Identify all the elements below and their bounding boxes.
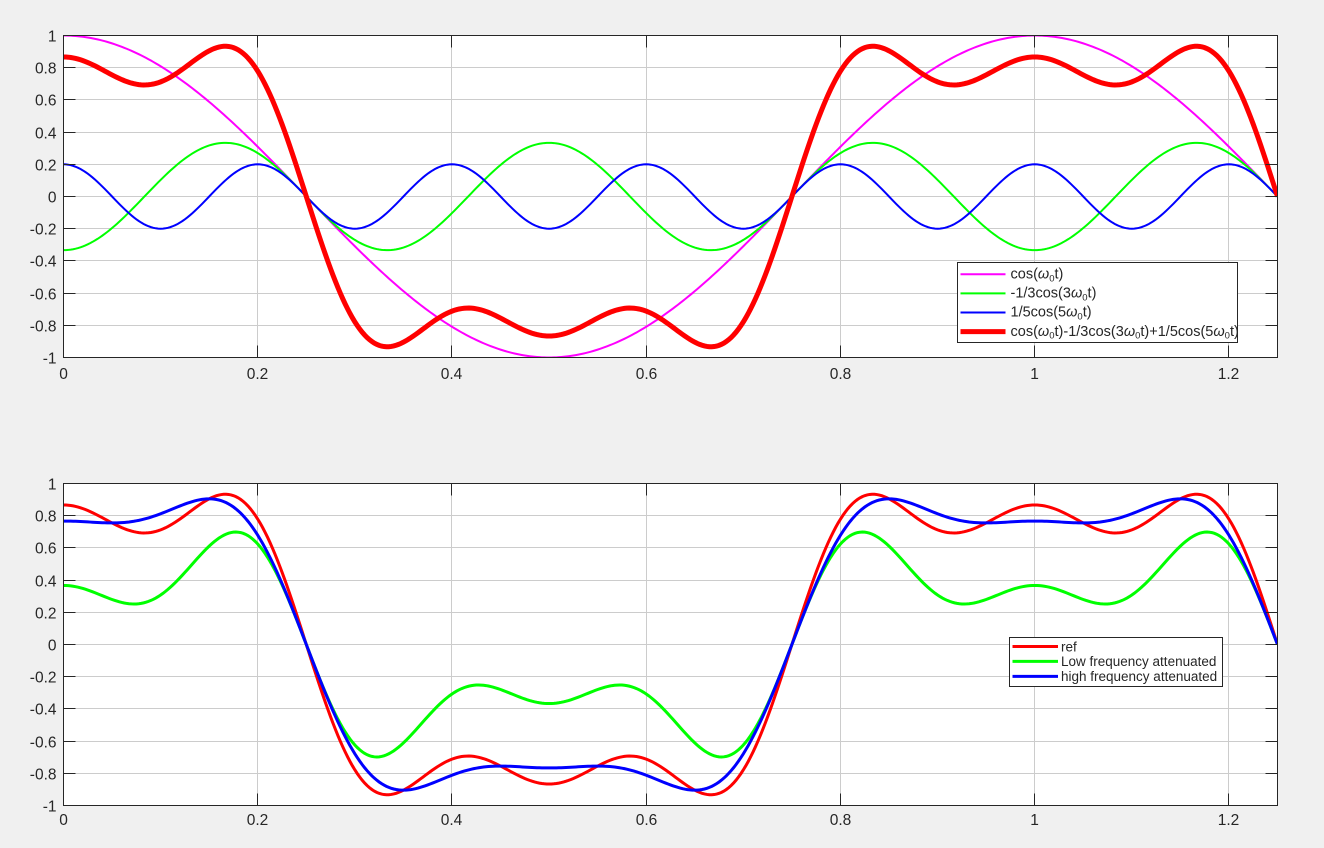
- svg-text:0.2: 0.2: [247, 812, 269, 829]
- svg-text:1.2: 1.2: [1218, 366, 1240, 383]
- svg-text:-1: -1: [43, 350, 57, 367]
- svg-text:0: 0: [59, 366, 68, 383]
- svg-text:0.4: 0.4: [35, 125, 57, 142]
- svg-text:0.6: 0.6: [35, 92, 57, 109]
- svg-text:0.8: 0.8: [830, 366, 852, 383]
- svg-text:1: 1: [1030, 366, 1039, 383]
- svg-text:0.2: 0.2: [247, 366, 269, 383]
- svg-text:1: 1: [48, 476, 57, 493]
- svg-text:1: 1: [1030, 812, 1039, 829]
- svg-text:0: 0: [48, 637, 57, 654]
- svg-text:0.4: 0.4: [441, 812, 463, 829]
- svg-text:1.2: 1.2: [1218, 812, 1240, 829]
- svg-text:-0.2: -0.2: [30, 669, 57, 686]
- svg-text:0: 0: [48, 189, 57, 206]
- svg-text:0.4: 0.4: [441, 366, 463, 383]
- svg-text:0.4: 0.4: [35, 573, 57, 590]
- svg-text:0.6: 0.6: [636, 812, 658, 829]
- svg-text:Low frequency attenuated: Low frequency attenuated: [1061, 654, 1216, 669]
- svg-text:cos(ω0t): cos(ω0t): [1011, 267, 1064, 285]
- svg-text:cos(ω0t)-1/3cos(3ω0t)+1/5cos(5: cos(ω0t)-1/3cos(3ω0t)+1/5cos(5ω0t): [1011, 324, 1239, 342]
- svg-text:1/5cos(5ω0t): 1/5cos(5ω0t): [1011, 305, 1092, 323]
- svg-text:-0.8: -0.8: [30, 766, 57, 783]
- svg-text:0.8: 0.8: [35, 60, 57, 77]
- svg-text:-0.4: -0.4: [30, 253, 57, 270]
- svg-text:0.8: 0.8: [35, 508, 57, 525]
- svg-text:-1/3cos(3ω0t): -1/3cos(3ω0t): [1011, 286, 1097, 304]
- svg-text:-0.8: -0.8: [30, 318, 57, 335]
- svg-text:high frequency attenuated: high frequency attenuated: [1061, 669, 1217, 684]
- svg-text:0.2: 0.2: [35, 157, 57, 174]
- svg-text:-0.6: -0.6: [30, 286, 57, 303]
- svg-text:1: 1: [48, 28, 57, 45]
- svg-text:-1: -1: [43, 798, 57, 815]
- svg-text:0.6: 0.6: [35, 540, 57, 557]
- svg-text:0.8: 0.8: [830, 812, 852, 829]
- svg-text:0.2: 0.2: [35, 605, 57, 622]
- svg-text:0: 0: [59, 812, 68, 829]
- svg-text:ref: ref: [1061, 639, 1077, 654]
- svg-text:-0.4: -0.4: [30, 701, 57, 718]
- svg-text:-0.2: -0.2: [30, 221, 57, 238]
- svg-text:0.6: 0.6: [636, 366, 658, 383]
- svg-text:-0.6: -0.6: [30, 734, 57, 751]
